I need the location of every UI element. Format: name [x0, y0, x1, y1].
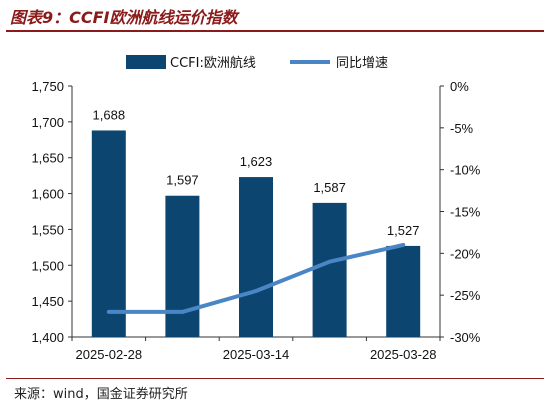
left-tick-label: 1,650	[31, 151, 64, 166]
left-tick-label: 1,500	[31, 258, 64, 273]
left-tick-label: 1,400	[31, 330, 64, 345]
left-tick-label: 1,600	[31, 187, 64, 202]
bar	[386, 245, 421, 337]
right-tick-label: -20%	[450, 246, 481, 261]
right-tick-label: -5%	[450, 121, 474, 136]
bar-data-label: 1,587	[313, 180, 346, 195]
left-tick-label: 1,750	[31, 79, 64, 94]
right-tick-label: -30%	[450, 330, 481, 345]
bar	[239, 177, 273, 337]
chart: 1,400 1,450 1,500 1,550 1,600 1,650 1,700 1,750…	[31, 55, 481, 362]
legend-bar-label: CCFI:欧洲航线	[170, 55, 256, 71]
x-tick-label: 2025-02-28	[76, 347, 143, 362]
source-divider	[6, 378, 544, 379]
chart-title: 图表9：CCFI欧洲航线运价指数	[10, 8, 238, 27]
bar	[312, 202, 347, 337]
source-note: 来源：wind，国金证券研究所	[14, 387, 188, 402]
title-divider	[6, 30, 544, 32]
bar	[91, 130, 126, 337]
bar-data-label: 1,688	[93, 107, 126, 122]
right-tick-label: -25%	[450, 288, 481, 303]
bar	[165, 195, 200, 337]
bar-data-label: 1,597	[166, 173, 199, 188]
right-tick-label: -10%	[450, 163, 481, 178]
legend-line-label: 同比增速	[336, 56, 388, 71]
legend-bar-swatch	[126, 55, 166, 69]
growth-line	[106, 242, 406, 314]
left-tick-label: 1,550	[31, 222, 64, 237]
x-tick-label: 2025-03-14	[223, 347, 290, 362]
left-tick-label: 1,450	[31, 294, 64, 309]
right-tick-label: 0%	[450, 79, 469, 94]
bar-data-label: 1,527	[387, 223, 420, 238]
bar-data-label: 1,623	[240, 154, 273, 169]
right-tick-label: -15%	[450, 205, 481, 220]
x-tick-label: 2025-03-28	[370, 347, 437, 362]
left-tick-label: 1,700	[31, 115, 64, 130]
